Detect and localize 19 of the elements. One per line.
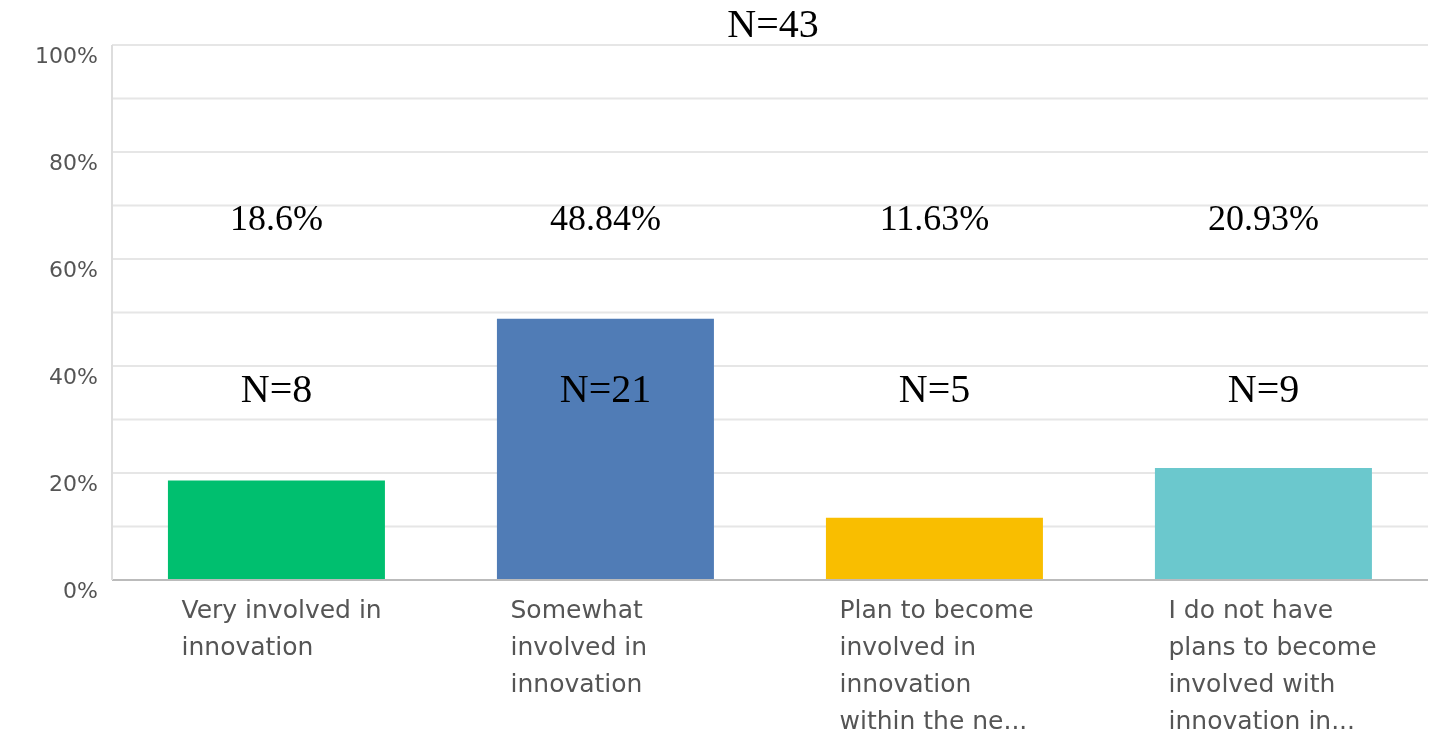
annotation: 20.93% — [1208, 197, 1319, 238]
y-tick-label: 100% — [35, 42, 98, 68]
annotation: 48.84% — [550, 197, 661, 238]
annotation: N=5 — [898, 365, 971, 411]
x-tick-label: Very involved in innovation — [181, 595, 382, 661]
x-tick-label: I do not have plans to become involved with innovation in... — [1168, 595, 1377, 735]
annotation: 18.6% — [230, 197, 323, 238]
y-tick-label: 60% — [49, 256, 98, 282]
x-tick-label: Plan to become involved in innovation within the ne... — [839, 595, 1034, 735]
annotation: N=21 — [559, 365, 652, 411]
y-tick-label: 20% — [49, 470, 98, 496]
y-tick-label: 80% — [49, 149, 98, 175]
annotation: 11.63% — [879, 197, 990, 238]
y-tick-label: 0% — [63, 577, 98, 603]
annotation: N=8 — [240, 365, 313, 411]
chart-title: N=43 — [727, 1, 819, 46]
x-tick-label: Somewhat involved in innovation — [510, 595, 648, 698]
annotation: N=9 — [1227, 365, 1300, 411]
y-tick-label: 40% — [49, 363, 98, 389]
